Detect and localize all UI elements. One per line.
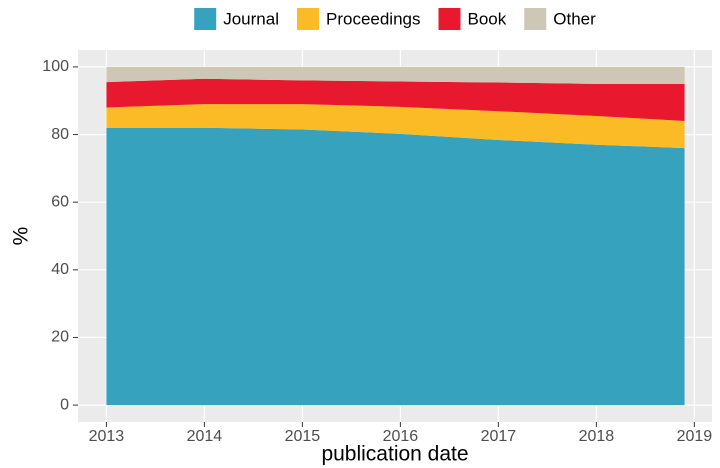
y-tick-label: 40: [51, 261, 69, 278]
legend-key: [296, 8, 319, 30]
x-axis-title: publication date: [321, 443, 468, 466]
legend-key: [524, 8, 547, 30]
x-tick-label: 2018: [579, 428, 615, 445]
legend: Journal Proceedings Book Other: [194, 8, 596, 30]
area: [106, 66, 685, 84]
y-tick-label: 60: [51, 193, 69, 210]
area: [106, 127, 685, 406]
y-tick-label: 0: [60, 396, 69, 413]
area: [106, 78, 685, 122]
y-tick-label: 100: [42, 58, 69, 75]
area: [106, 104, 685, 149]
y-axis-title: %: [10, 227, 33, 246]
legend-key: [194, 8, 217, 30]
x-tick-label: 2015: [285, 428, 321, 445]
legend-label: Proceedings: [326, 9, 421, 28]
x-tick-label: 2019: [677, 428, 713, 445]
y-tick-label: 20: [51, 329, 69, 346]
x-tick-label: 2013: [89, 428, 125, 445]
legend-label: Book: [468, 9, 507, 28]
axes: 0 20 40 60 80 100 2013 2014 2015 2016 2017 2018 2019: [42, 58, 712, 445]
areas: [106, 66, 685, 406]
x-tick-label: 2014: [187, 428, 223, 445]
legend-label: Journal: [223, 9, 279, 28]
legend-label: Other: [553, 9, 596, 28]
x-tick-label: 2017: [481, 428, 517, 445]
x-tick-label: 2016: [383, 428, 419, 445]
y-tick-label: 80: [51, 126, 69, 143]
legend-key: [438, 8, 461, 30]
